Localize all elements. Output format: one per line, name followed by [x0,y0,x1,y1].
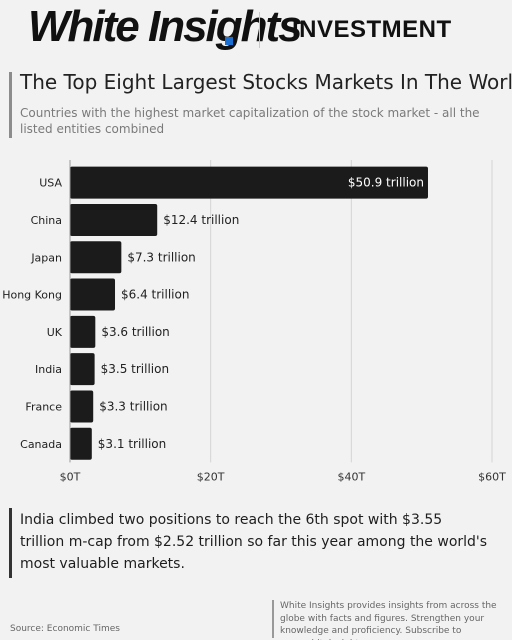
data-label: $3.6 trillion [101,325,169,339]
bar [70,353,95,386]
category-label: Canada [20,438,62,451]
header: White Insights INVESTMENT [0,0,512,62]
bar-chart: $0T $20T $40T $60T USA $50.9 trillion China $12… [2,160,506,483]
x-tick-label: $60T [478,470,506,483]
data-label: $6.4 trillion [121,288,189,302]
category-label: India [35,363,62,376]
note-accent-bar [9,508,12,578]
brand-dot [225,37,233,45]
bar [70,390,94,423]
data-label: $3.1 trillion [98,437,166,451]
bar [70,315,96,348]
title-accent-bar [9,72,12,138]
section-label: INVESTMENT [292,16,452,43]
category-label: USA [39,177,62,190]
bar [70,241,122,274]
data-label: $3.3 trillion [99,399,167,413]
category-label: Japan [30,251,62,264]
category-label: China [31,214,62,227]
category-label: France [25,400,62,413]
x-tick-label: $20T [197,470,225,483]
bar [70,427,92,460]
chart-title: The Top Eight Largest Stocks Markets In … [20,70,512,94]
brand-logo: White Insights [28,2,303,51]
bar [70,278,116,311]
footer-text: White Insights provides insights from ac… [280,601,497,640]
data-label: $12.4 trillion [163,213,239,227]
chart-subtitle: Countries with the highest market capita… [20,106,480,136]
bar [70,203,158,236]
category-label: UK [47,326,63,339]
footer-divider [272,600,274,638]
category-label: Hong Kong [2,289,62,302]
data-label: $50.9 trillion [348,176,424,190]
source-text: Source: Economic Times [10,624,120,634]
data-label: $7.3 trillion [127,250,195,264]
x-tick-label: $40T [337,470,365,483]
data-label: $3.5 trillion [101,362,169,376]
bar [70,166,428,199]
header-divider [259,12,260,48]
x-tick-label: $0T [60,470,81,483]
note-text: India climbed two positions to reach the… [20,512,488,572]
